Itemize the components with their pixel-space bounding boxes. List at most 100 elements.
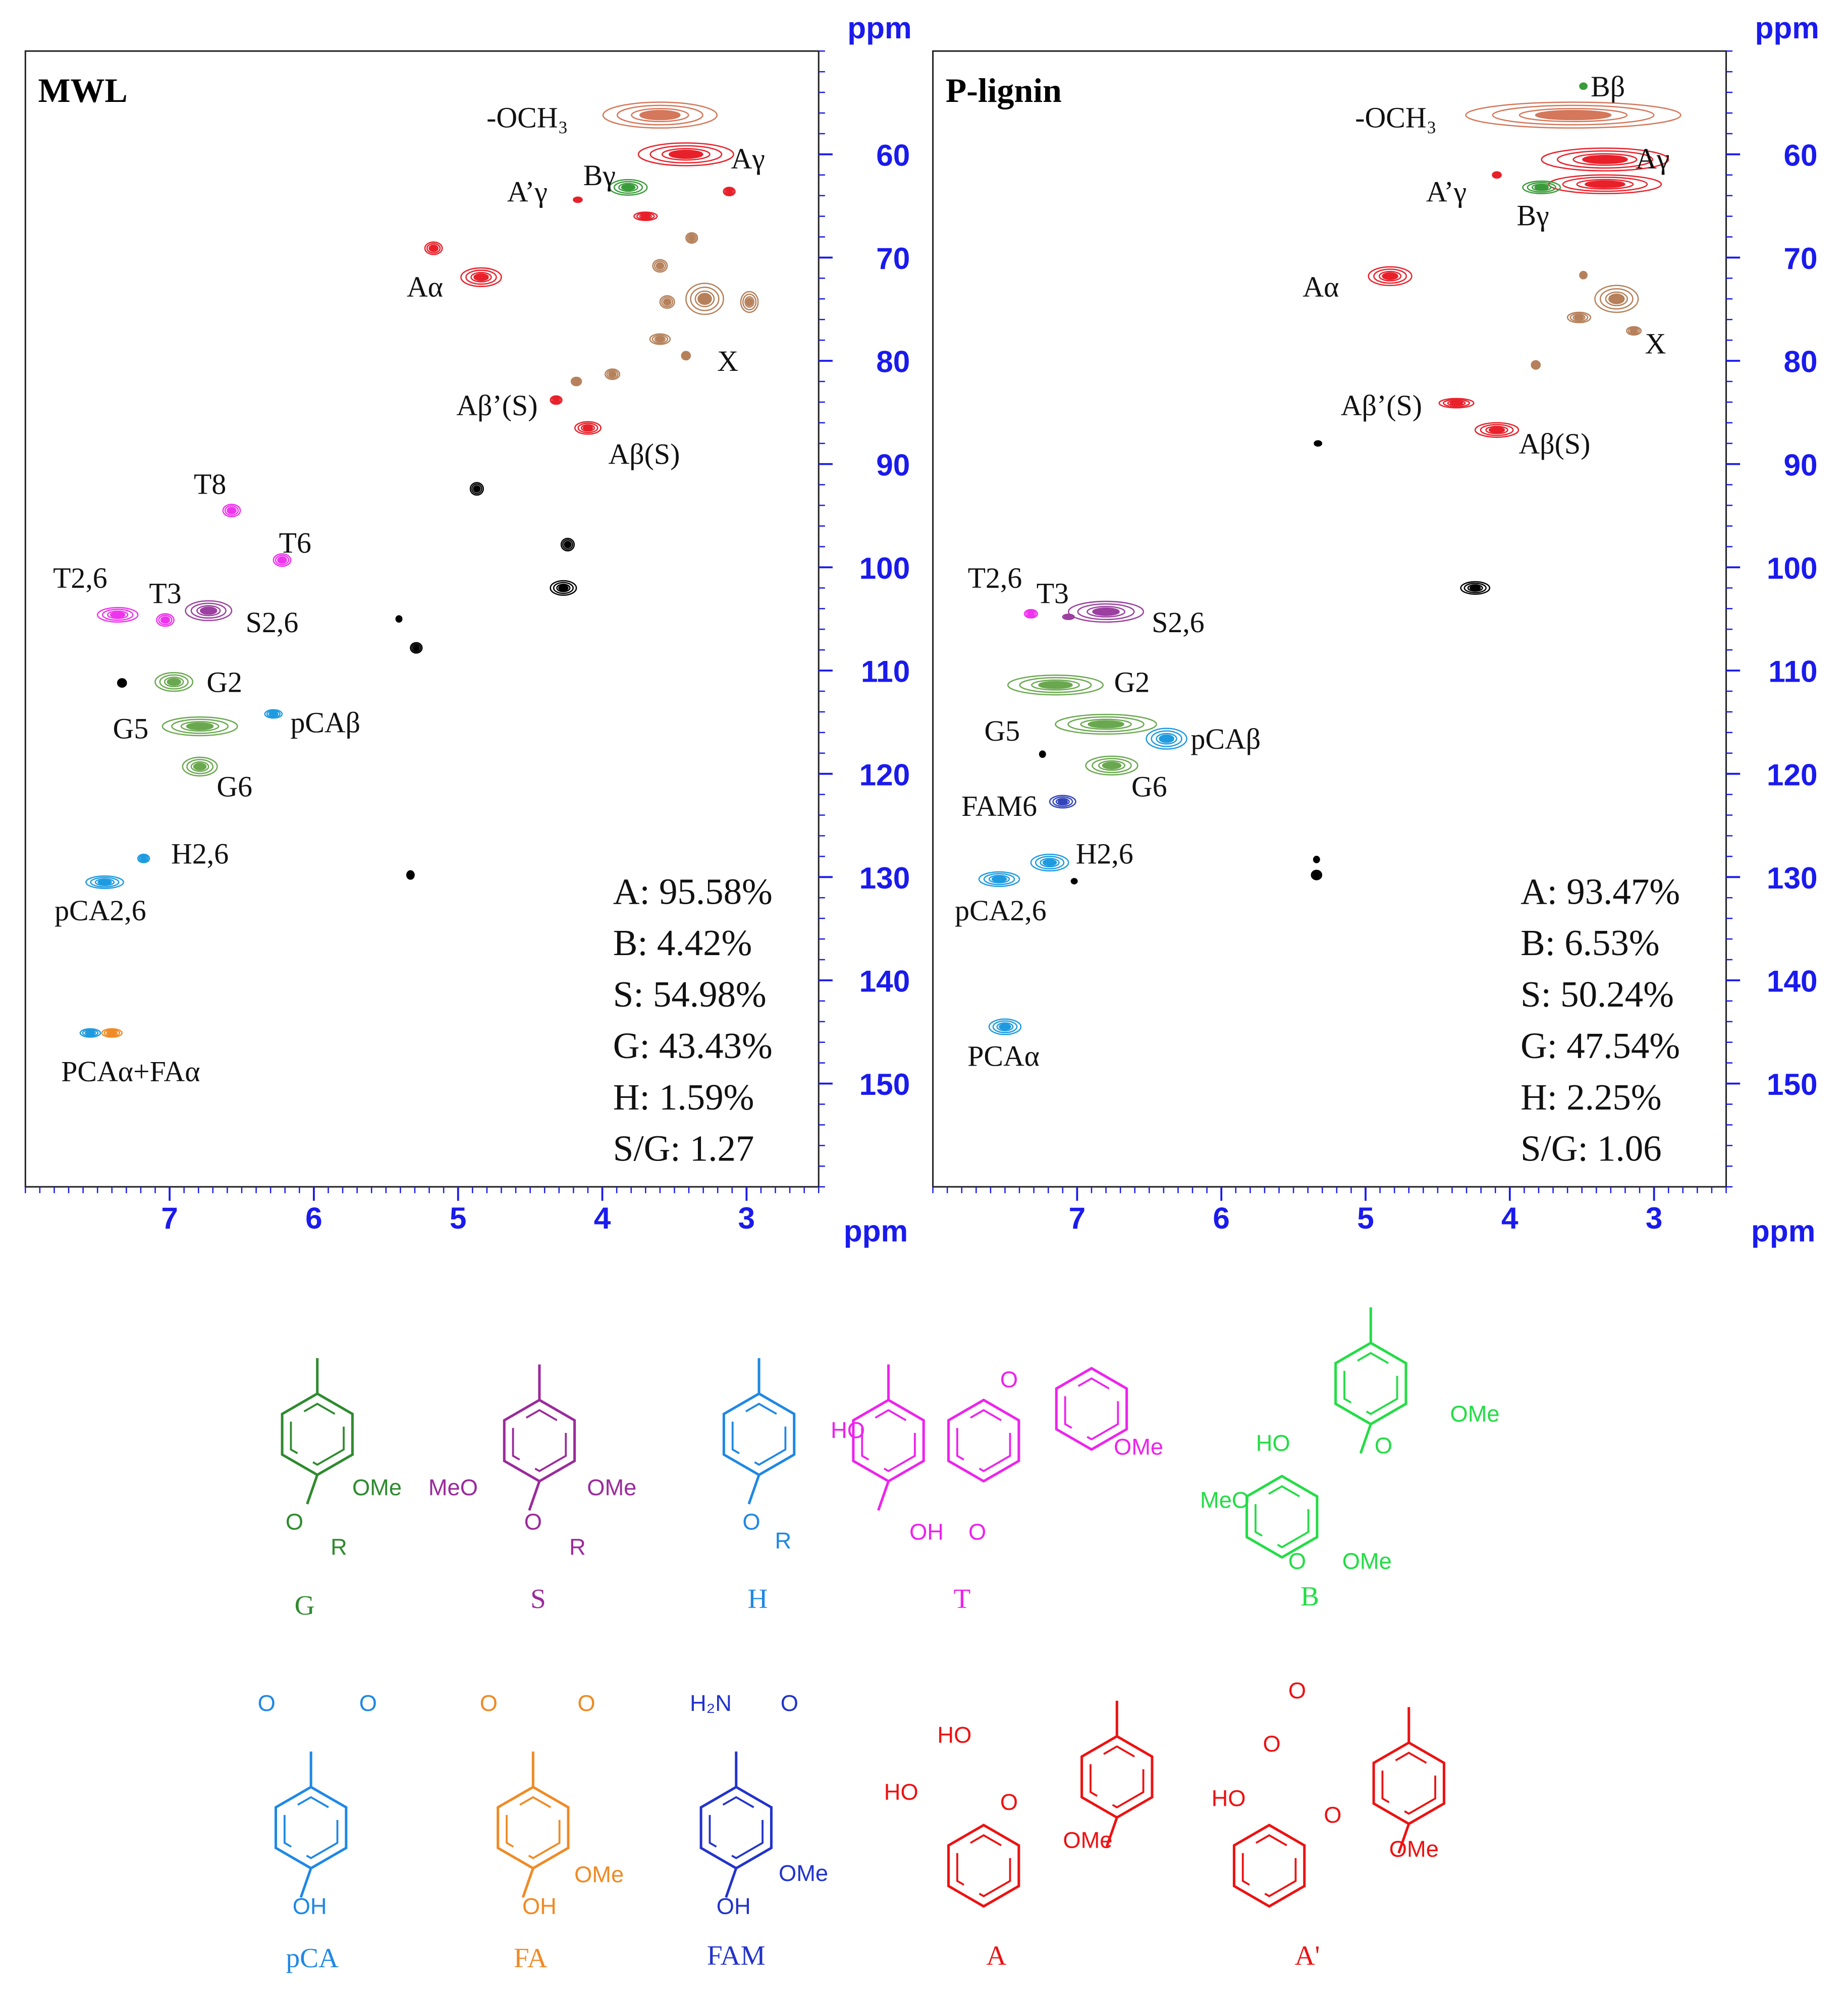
contour-line [185,600,233,622]
contour-line [1071,878,1077,884]
contour-line [609,179,648,196]
cross-peak [1581,273,1586,278]
substituent: O [1288,1678,1306,1703]
substituent: OMe [779,1860,828,1886]
cross-peak [1469,585,1481,591]
contour-line [1460,581,1491,595]
cross-peak [1534,363,1538,367]
peak-label: -OCH₃ [486,101,568,134]
contour-line [1467,584,1483,592]
contour-line [1055,713,1157,735]
peak-label: H2,6 [171,837,229,870]
bond [521,1868,534,1898]
contour-line [1531,360,1541,370]
peak-label: pCA2,6 [55,894,146,927]
cross-peak [1382,272,1398,281]
contour-line [158,615,173,626]
ring [1080,1735,1154,1819]
contour-line [983,873,1015,885]
contour-line [1527,182,1556,193]
substituent: O [1375,1432,1392,1458]
substituent: OMe [1450,1401,1500,1427]
contour-line [1312,871,1321,879]
cross-peak [161,617,169,623]
cross-peak [991,876,1007,882]
contour-line [161,716,238,737]
structure-label: pCA [286,1942,339,1973]
contour-line [1085,755,1138,775]
cross-peak [228,508,236,514]
contour-line [724,188,734,195]
contour-line [564,540,572,548]
x-tick-label: 4 [594,1201,611,1235]
cross-peak [1316,441,1320,445]
cross-peak [1088,720,1124,729]
cross-peak [558,585,569,591]
contour-line [1035,856,1065,870]
contour-line [470,271,492,283]
cross-peak [1072,879,1076,883]
contour-line [688,235,695,241]
contour-line [1518,108,1628,123]
contour-line [1480,424,1514,436]
ring [699,1785,773,1870]
ring [947,1398,1020,1483]
contour-line [577,422,599,433]
contour-line [426,243,441,254]
contour-line [1572,314,1586,321]
contour-line [85,875,124,890]
peak-label: T3 [1037,577,1069,610]
contour-line [551,396,561,404]
contour-line [275,554,290,566]
contour-line [395,615,403,623]
contour-line [1548,174,1662,194]
cross-peak [141,856,146,861]
contour-line [266,710,281,718]
peak-label: pCA2,6 [955,894,1047,927]
ring [947,1823,1020,1908]
contour-line [460,267,502,288]
cross-peak [473,273,489,282]
peak-label: T8 [194,468,226,501]
cross-peak [1092,607,1120,616]
substituent: OH [522,1893,557,1919]
cross-peak [429,245,438,251]
cross-peak [1159,734,1174,743]
peak-label: Aβ(S) [608,437,680,470]
contour-line [90,877,120,888]
contour-line [190,602,227,619]
y-tick-label: 120 [1767,757,1818,792]
peak-label: -OCH₃ [1355,101,1437,134]
contour-line [101,1028,123,1038]
substituent: R [775,1528,791,1553]
ring [1245,1474,1319,1559]
contour-line [1626,326,1642,336]
ring-inner [284,1796,339,1859]
contour-line [652,259,668,273]
contour-line [1039,750,1046,758]
cross-peak [1066,615,1071,619]
substituent: HO [937,1722,971,1748]
ring [275,1785,348,1870]
plot-frame [24,50,820,1188]
contour-line [1627,327,1640,335]
ring [1334,1341,1407,1426]
cross-peak [107,1031,117,1035]
contour-line [560,537,575,551]
ring-inner [1064,1377,1119,1440]
stat-line: B: 6.53% [1520,922,1660,963]
contour-line [992,1020,1018,1033]
contour-line [663,298,672,306]
contour-line [1569,313,1589,322]
ring-inner [290,1403,345,1466]
contour-line [1311,869,1323,880]
ring-inner [731,1403,787,1466]
substituent: O [968,1519,986,1544]
cross-peak [397,617,401,621]
contour-line [1576,179,1634,190]
contour-line [1040,858,1060,868]
contour-line [164,677,184,688]
contour-line [1052,796,1073,807]
contour-line [649,333,671,345]
contour-line [654,260,666,271]
